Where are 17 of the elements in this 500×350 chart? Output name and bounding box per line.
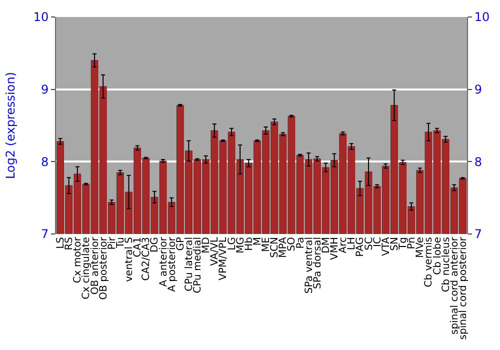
- x-tick-label: Pa: [295, 237, 306, 249]
- y-tick-label: 7: [40, 227, 49, 242]
- y-axis-title: Log2 (expression): [4, 72, 18, 179]
- y-tick-label: 9: [40, 82, 49, 97]
- x-tick-label: A posterior: [166, 236, 178, 292]
- x-tick-label: DG: [150, 237, 161, 252]
- y-tick-label: 8: [40, 154, 49, 169]
- y2-tick-label: 10: [474, 10, 490, 24]
- x-tick-label: OB posterior: [98, 236, 110, 300]
- y-tick-label: 10: [33, 10, 49, 24]
- y2-tick-label: 9: [474, 82, 482, 97]
- x-tick-label: spinal cord posterior: [458, 236, 469, 340]
- y2-tick-label: 8: [474, 154, 482, 169]
- x-tick-label: Tg: [398, 237, 410, 250]
- x-tick-label: Cb lobe: [432, 237, 444, 275]
- x-tick-label: GP: [175, 237, 186, 251]
- y2-tick-label: 7: [474, 227, 482, 242]
